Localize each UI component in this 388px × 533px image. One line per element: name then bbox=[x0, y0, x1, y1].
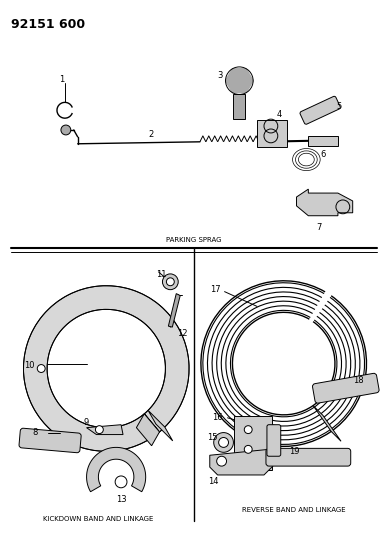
Text: 10: 10 bbox=[24, 361, 35, 369]
Polygon shape bbox=[87, 447, 146, 492]
Text: 16: 16 bbox=[212, 413, 222, 422]
Polygon shape bbox=[225, 80, 239, 93]
FancyBboxPatch shape bbox=[267, 425, 281, 456]
Text: KICKDOWN BAND AND LINKAGE: KICKDOWN BAND AND LINKAGE bbox=[43, 516, 154, 522]
Polygon shape bbox=[148, 410, 173, 441]
Text: 1: 1 bbox=[59, 75, 64, 84]
Circle shape bbox=[163, 274, 178, 289]
Text: 19: 19 bbox=[289, 447, 299, 456]
Text: 17: 17 bbox=[210, 285, 220, 294]
FancyBboxPatch shape bbox=[266, 448, 351, 466]
Bar bbox=[308, 136, 338, 146]
Text: 8: 8 bbox=[32, 427, 38, 437]
Polygon shape bbox=[225, 69, 239, 80]
Bar bbox=[234, 416, 272, 470]
FancyBboxPatch shape bbox=[300, 96, 340, 124]
Text: 3: 3 bbox=[218, 71, 223, 80]
Circle shape bbox=[214, 433, 234, 453]
Polygon shape bbox=[137, 414, 159, 446]
Circle shape bbox=[244, 446, 252, 453]
Circle shape bbox=[166, 278, 174, 286]
Text: PARKING SPRAG: PARKING SPRAG bbox=[166, 237, 222, 244]
Text: 92151 600: 92151 600 bbox=[10, 18, 85, 30]
Polygon shape bbox=[296, 189, 353, 216]
Text: 2: 2 bbox=[149, 130, 154, 139]
Text: 13: 13 bbox=[116, 495, 127, 504]
Polygon shape bbox=[239, 69, 253, 80]
Text: REVERSE BAND AND LINKAGE: REVERSE BAND AND LINKAGE bbox=[242, 506, 345, 513]
FancyBboxPatch shape bbox=[312, 373, 379, 403]
Polygon shape bbox=[168, 294, 180, 327]
Polygon shape bbox=[210, 449, 274, 475]
Circle shape bbox=[37, 365, 45, 373]
Circle shape bbox=[95, 426, 103, 433]
Text: 18: 18 bbox=[353, 376, 363, 385]
Text: 5: 5 bbox=[336, 102, 341, 111]
Text: 11: 11 bbox=[156, 270, 167, 279]
Polygon shape bbox=[232, 80, 246, 93]
Text: 6: 6 bbox=[320, 150, 326, 159]
Polygon shape bbox=[24, 286, 189, 451]
Polygon shape bbox=[232, 69, 246, 80]
Polygon shape bbox=[87, 425, 123, 434]
Text: 9: 9 bbox=[83, 418, 89, 427]
FancyBboxPatch shape bbox=[19, 428, 81, 453]
Text: 7: 7 bbox=[316, 223, 322, 232]
Text: 14: 14 bbox=[208, 477, 218, 486]
Polygon shape bbox=[239, 80, 253, 93]
Text: 15: 15 bbox=[207, 433, 217, 441]
Text: 12: 12 bbox=[177, 329, 188, 338]
Circle shape bbox=[217, 456, 227, 466]
Circle shape bbox=[61, 125, 71, 135]
Polygon shape bbox=[257, 120, 287, 147]
Circle shape bbox=[219, 438, 229, 447]
Circle shape bbox=[244, 426, 252, 433]
Circle shape bbox=[115, 476, 127, 488]
Bar bbox=[234, 94, 245, 119]
Text: 4: 4 bbox=[277, 110, 282, 119]
Polygon shape bbox=[313, 406, 341, 441]
